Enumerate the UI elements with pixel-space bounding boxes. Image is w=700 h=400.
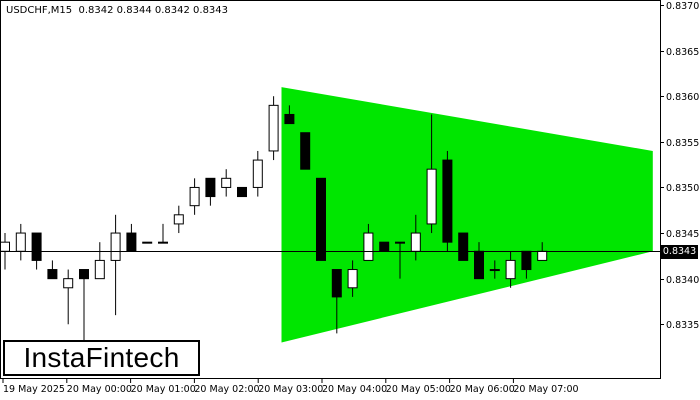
y-axis-ticks: 0.8335 0.8340 0.8345 0.8350 0.8355 0.8360 0.83… (660, 1, 699, 331)
candle (252, 150, 263, 197)
candle-body-bear (474, 250, 484, 280)
candle (158, 223, 168, 244)
x-tick-label: 20 May 02:00 (194, 384, 259, 395)
candle-body-bull (426, 168, 437, 225)
candle (126, 223, 137, 252)
candle (268, 96, 279, 161)
candle-body-bull (489, 269, 500, 272)
symbol-label: USDCHF,M15 (6, 5, 73, 16)
candle (505, 251, 516, 288)
candle-body-bear (442, 159, 453, 243)
candle (205, 177, 216, 206)
candle (189, 178, 200, 215)
candle (142, 241, 153, 244)
candle (173, 205, 184, 234)
x-tick-label: 20 May 00:00 (67, 384, 132, 395)
candle-body-bull (395, 241, 405, 244)
candle (331, 269, 342, 334)
candle-body-bull (221, 177, 232, 188)
y-tick-label: 0.8355 (666, 138, 699, 149)
candle-body-bull (158, 241, 168, 244)
candle-body-bear (521, 250, 532, 271)
y-tick-label: 0.8370 (666, 1, 699, 12)
y-tick-label: 0.8335 (666, 320, 699, 331)
candle (63, 269, 74, 325)
candle-body-bull (363, 232, 374, 261)
candle-body-bear (237, 186, 247, 198)
symmetrical-triangle-pattern (281, 87, 653, 343)
candle-body-bull (252, 159, 263, 188)
candle-body-bear (379, 241, 390, 252)
candle-body-bear (31, 232, 42, 261)
candle-body-bear (47, 269, 58, 280)
candle (300, 132, 311, 170)
candle-body-bull (110, 232, 121, 261)
candle-body-bull (505, 259, 516, 280)
candle (47, 260, 58, 280)
candle (489, 260, 500, 279)
candle-body-bull (410, 232, 421, 252)
candle (442, 150, 453, 252)
y-tick-label: 0.8340 (666, 275, 699, 286)
candle (379, 241, 390, 252)
candle-body-bear (316, 177, 326, 261)
candle (110, 214, 121, 316)
candle-body-bull (537, 250, 548, 261)
x-tick-label: 20 May 06:00 (450, 384, 515, 395)
candle-body-bull (0, 241, 10, 252)
candle (94, 242, 105, 280)
candle (221, 169, 232, 197)
candle (15, 223, 26, 261)
x-tick-label: 20 May 01:00 (131, 384, 196, 395)
x-tick-label: 20 May 04:00 (322, 384, 387, 395)
x-tick-label: 20 May 05:00 (386, 384, 451, 395)
candles-group (0, 96, 548, 370)
logo-text: InstaFintech (23, 342, 180, 373)
candle (316, 177, 326, 261)
candle-body-bear (205, 177, 216, 198)
y-tick-label: 0.8365 (666, 47, 699, 58)
candle-body-bull (63, 278, 74, 289)
x-tick-label: 20 May 03:00 (258, 384, 323, 395)
y-tick-label: 0.8360 (666, 92, 699, 103)
candle-body-bull (142, 241, 153, 244)
current-price-tag: 0.8343 (661, 244, 698, 259)
candle-body-bear (284, 113, 295, 125)
candle (395, 241, 405, 279)
candle-body-bull (268, 104, 279, 152)
candle-body-bull (15, 232, 26, 252)
candle-body-bear (300, 132, 311, 170)
candle-body-bull (347, 269, 358, 289)
chart-symbol-header: USDCHF,M15 0.8342 0.8344 0.8342 0.8343 (6, 5, 228, 16)
candle-body-bull (173, 214, 184, 225)
instafintech-logo: InstaFintech (3, 340, 200, 376)
x-tick-label: 19 May 2025 (3, 384, 65, 395)
candle-body-bull (189, 186, 200, 207)
candle-body-bear (126, 232, 137, 252)
candle-body-bull (94, 259, 105, 280)
candle (426, 114, 437, 234)
x-tick-label: 20 May 07:00 (513, 384, 578, 395)
candle-body-bear (458, 232, 469, 261)
candle-body-bear (79, 269, 89, 280)
ohlc-values: 0.8342 0.8344 0.8342 0.8343 (78, 5, 229, 16)
y-tick-label: 0.8350 (666, 183, 699, 194)
y-tick-label: 0.8345 (666, 229, 699, 240)
candle (237, 186, 247, 198)
candle (347, 260, 358, 297)
candle-body-bear (331, 269, 342, 298)
candle (284, 105, 295, 125)
candle (363, 223, 374, 261)
candle (458, 232, 469, 261)
